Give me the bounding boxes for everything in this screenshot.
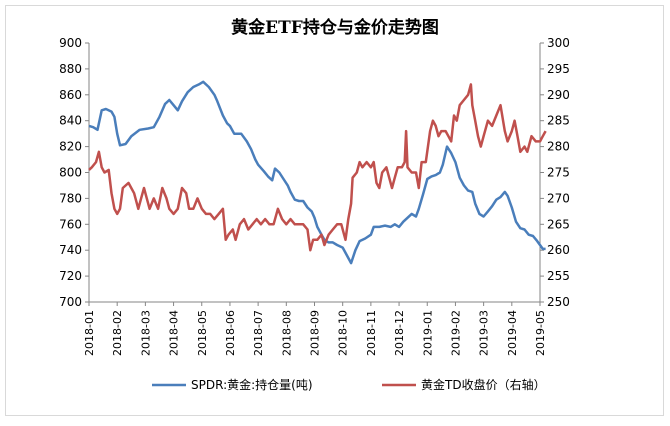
y-left-tick-label: 700 (59, 295, 82, 309)
x-tick-label: 2018-09 (309, 310, 322, 356)
y-right-tick-label: 285 (547, 114, 570, 128)
y-right-tick-label: 250 (547, 295, 570, 309)
x-tick-label: 2018-03 (139, 310, 152, 356)
x-tick-label: 2018-10 (337, 310, 350, 356)
y-left-tick-label: 860 (59, 88, 82, 102)
x-tick-label: 2019-02 (449, 310, 462, 356)
y-left-tick-label: 880 (59, 62, 82, 76)
x-tick-label: 2018-06 (224, 310, 237, 356)
y-left-tick-label: 760 (59, 217, 82, 231)
legend-label-gold-td: 黄金TD收盘价（右轴） (421, 377, 546, 392)
y-right-tick-label: 270 (547, 191, 570, 205)
x-tick-label: 2018-12 (393, 310, 406, 356)
y-right-tick-label: 260 (547, 243, 570, 257)
x-tick-label: 2019-03 (478, 310, 491, 356)
y-right-tick-label: 300 (547, 36, 570, 50)
x-tick-label: 2018-02 (111, 310, 124, 356)
y-left-tick-label: 780 (59, 191, 82, 205)
x-tick-label: 2019-04 (506, 310, 519, 356)
x-tick-label: 2018-04 (168, 310, 181, 356)
x-tick-label: 2019-05 (534, 310, 547, 356)
legend-label-spdr: SPDR:黄金:持仓量(吨) (191, 377, 313, 392)
y-left-tick-label: 800 (59, 166, 82, 180)
y-left-tick-label: 900 (59, 36, 82, 50)
series-line-gold-td-price (88, 83, 547, 252)
x-tick-label: 2018-07 (252, 310, 265, 356)
y-left-tick-label: 840 (59, 114, 82, 128)
chart-title: 黄金ETF持仓与金价走势图 (231, 17, 439, 38)
y-left-tick-label: 720 (59, 269, 82, 283)
y-right-tick-label: 265 (547, 217, 570, 231)
x-tick-label: 2018-11 (365, 310, 378, 356)
legend: SPDR:黄金:持仓量(吨) 黄金TD收盘价（右轴） (152, 377, 546, 392)
y-right-tick-label: 280 (547, 140, 570, 154)
y-left-tick-label: 740 (59, 243, 82, 257)
y-left-tick-label: 820 (59, 140, 82, 154)
x-tick-label: 2018-08 (280, 310, 293, 356)
y-right-tick-label: 290 (547, 88, 570, 102)
x-tick-label: 2018-01 (83, 310, 96, 356)
x-tick-label: 2018-05 (196, 310, 209, 356)
y-right-tick-label: 295 (547, 62, 570, 76)
y-right-tick-label: 255 (547, 269, 570, 283)
y-right-tick-label: 275 (547, 166, 570, 180)
x-tick-label: 2019-01 (421, 310, 434, 356)
plot-area: 900 880 860 840 820 800 780 760 740 720 700 300 295 2… (59, 36, 570, 356)
